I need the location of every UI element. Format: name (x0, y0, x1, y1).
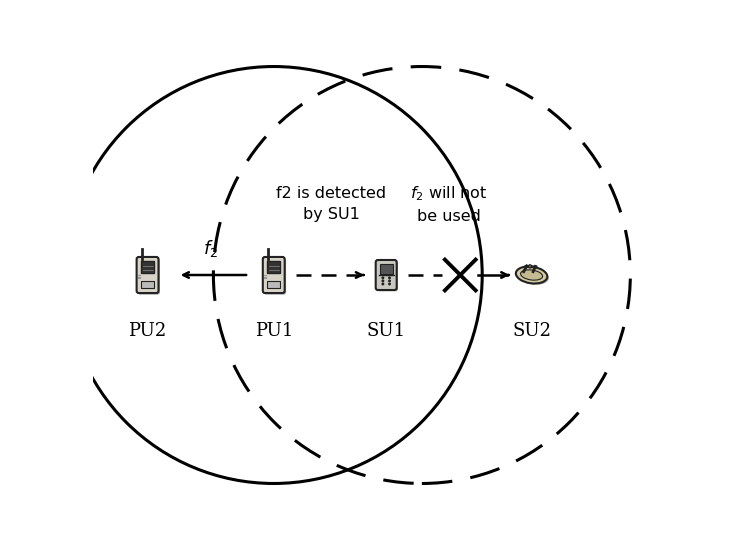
Circle shape (382, 283, 384, 285)
Circle shape (528, 265, 531, 268)
Text: SU1: SU1 (367, 322, 406, 340)
Bar (379, 263, 393, 274)
Bar (141, 261, 154, 273)
Text: $f_2$ will not
be used: $f_2$ will not be used (410, 184, 488, 223)
Bar (141, 282, 154, 288)
Text: f2 is detected
by SU1: f2 is detected by SU1 (276, 186, 386, 222)
Text: SU2: SU2 (512, 322, 551, 340)
Circle shape (389, 277, 390, 279)
Circle shape (389, 283, 390, 285)
Circle shape (382, 280, 384, 282)
Ellipse shape (517, 268, 549, 285)
FancyBboxPatch shape (137, 257, 159, 293)
Ellipse shape (520, 270, 542, 280)
Text: PU1: PU1 (255, 322, 293, 340)
Bar (267, 282, 280, 288)
FancyBboxPatch shape (264, 258, 286, 295)
FancyBboxPatch shape (377, 261, 398, 292)
FancyBboxPatch shape (263, 257, 285, 293)
Text: $f_2$: $f_2$ (203, 238, 218, 259)
Bar (267, 261, 280, 273)
FancyBboxPatch shape (138, 258, 160, 295)
Ellipse shape (516, 267, 548, 283)
Text: PU2: PU2 (128, 322, 167, 340)
FancyBboxPatch shape (376, 260, 396, 290)
Circle shape (382, 277, 384, 279)
Circle shape (389, 280, 390, 282)
